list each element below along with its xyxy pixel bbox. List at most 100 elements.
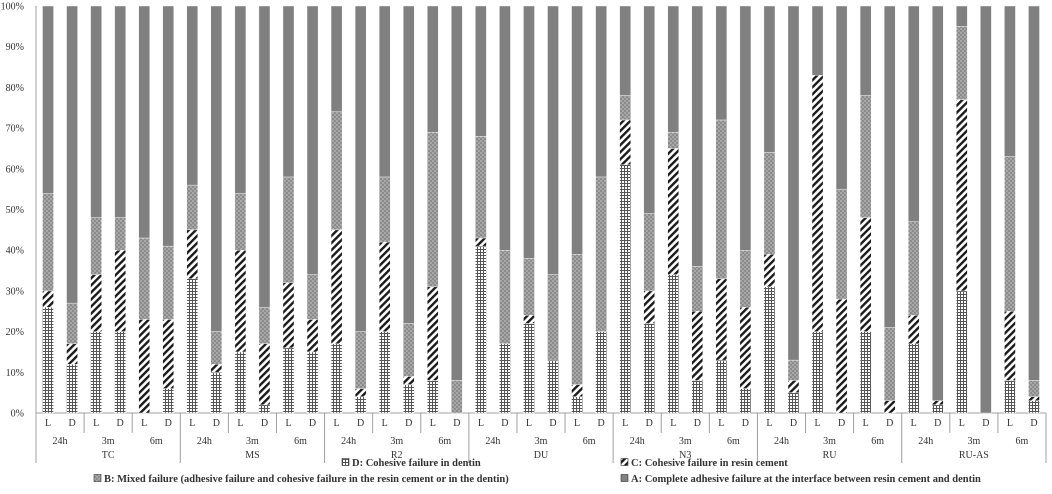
bar-segment-b xyxy=(571,254,583,385)
bar-label: D xyxy=(549,418,556,429)
bar-segment-c xyxy=(908,315,920,345)
bar-segment-a xyxy=(234,5,247,194)
bar-segment-d xyxy=(306,351,319,414)
bar-segment-a xyxy=(715,5,728,121)
bar-label: D xyxy=(357,418,364,429)
bar-segment-b xyxy=(427,131,439,288)
time-label: 3m xyxy=(823,436,836,447)
bar-segment-c xyxy=(835,298,848,414)
y-tick-label: 0% xyxy=(11,409,24,420)
bar-segment-a xyxy=(42,5,54,194)
bar-segment-d xyxy=(956,290,968,414)
bar-segment-b xyxy=(66,302,78,345)
bar-label: L xyxy=(1007,418,1013,429)
bar-segment-b xyxy=(763,152,776,255)
bar-label: D xyxy=(213,418,220,429)
bar-segment-d xyxy=(475,245,487,414)
bar-segment-a xyxy=(1004,5,1016,157)
bar-segment-c xyxy=(1028,396,1040,401)
group-label: RU xyxy=(823,450,838,461)
bar-segment-a xyxy=(162,5,174,247)
bar-segment-a xyxy=(859,5,872,96)
time-label: 3m xyxy=(102,436,115,447)
time-label: 6m xyxy=(1016,436,1029,447)
bar-segment-d xyxy=(715,359,728,414)
bar-segment-b xyxy=(354,331,367,389)
bar-segment-c xyxy=(427,286,439,381)
bar-label: L xyxy=(430,418,436,429)
y-tick-label: 100% xyxy=(1,2,24,13)
bar-segment-b xyxy=(1028,380,1040,397)
bar-segment-c xyxy=(210,363,223,373)
bar-segment-a xyxy=(908,5,920,222)
bar-segment-a xyxy=(739,5,752,251)
bar-segment-a xyxy=(956,5,968,27)
bar-label: D xyxy=(261,418,268,429)
legend-label-c: C: Cohesive failure in resin cement xyxy=(631,458,788,469)
bar-segment-a xyxy=(547,5,559,275)
bar-segment-a xyxy=(258,5,271,308)
bar-segment-c xyxy=(42,290,54,308)
bar-segment-c xyxy=(1004,311,1016,381)
bar-label: D xyxy=(934,418,941,429)
bar-segment-c xyxy=(378,241,391,332)
bar-label: L xyxy=(959,418,965,429)
time-label: 24h xyxy=(197,436,212,447)
bar-segment-c xyxy=(114,249,126,332)
bar-segment-a xyxy=(691,5,704,267)
time-label: 24h xyxy=(53,436,68,447)
y-tick-label: 10% xyxy=(6,368,24,379)
bar-label: D xyxy=(838,418,845,429)
bar-segment-b xyxy=(138,237,150,320)
y-tick-label: 90% xyxy=(6,42,24,53)
legend-swatch-c xyxy=(620,458,629,466)
bar-segment-d xyxy=(354,396,367,414)
bar-segment-c xyxy=(234,249,247,353)
group-label: N3 xyxy=(679,450,691,461)
bar-segment-a xyxy=(451,5,463,381)
bar-segment-b xyxy=(186,184,199,231)
bar-segment-b xyxy=(883,327,896,401)
group-label: TC xyxy=(102,450,115,461)
bar-segment-c xyxy=(739,306,752,389)
bar-label: L xyxy=(237,418,243,429)
bar-segment-b xyxy=(956,26,968,100)
bar-segment-d xyxy=(330,343,343,414)
y-tick-label: 30% xyxy=(6,286,24,297)
legend-label-a: A: Complete adhesive failure at the inte… xyxy=(631,474,981,485)
y-tick-label: 80% xyxy=(6,83,24,94)
bar-label: L xyxy=(382,418,388,429)
bar-segment-d xyxy=(932,404,944,414)
bar-label: D xyxy=(453,418,460,429)
bar-segment-b xyxy=(739,249,752,308)
bar-label: L xyxy=(718,418,724,429)
bar-segment-a xyxy=(90,5,102,218)
time-label: 24h xyxy=(341,436,356,447)
time-label: 6m xyxy=(294,436,307,447)
legend: D: Cohesive failure in dentin C: Cohesive… xyxy=(93,458,981,485)
bar-segment-c xyxy=(186,229,199,279)
bar-segment-b xyxy=(619,95,631,121)
bar-segment-b xyxy=(234,193,247,251)
bar-segment-a xyxy=(835,5,848,190)
bar-segment-c xyxy=(90,274,102,332)
y-tick-label: 50% xyxy=(6,205,24,216)
bar-segment-d xyxy=(114,331,126,414)
bar-segment-d xyxy=(763,286,776,414)
bar-segment-a xyxy=(883,5,896,328)
bar-segment-b xyxy=(715,119,728,279)
bar-label: D xyxy=(742,418,749,429)
bar-segment-a xyxy=(595,5,607,178)
bar-label: L xyxy=(45,418,51,429)
bars xyxy=(42,5,1040,414)
bar-segment-a xyxy=(571,5,583,255)
legend-label-d: D: Cohesive failure in dentin xyxy=(352,458,481,469)
bar-segment-d xyxy=(234,351,247,414)
bar-segment-d xyxy=(42,306,54,414)
time-label: 24h xyxy=(630,436,645,447)
bar-label: L xyxy=(766,418,772,429)
bar-segment-b xyxy=(162,245,174,320)
bar-segment-d xyxy=(571,396,583,414)
bar-label: L xyxy=(526,418,532,429)
